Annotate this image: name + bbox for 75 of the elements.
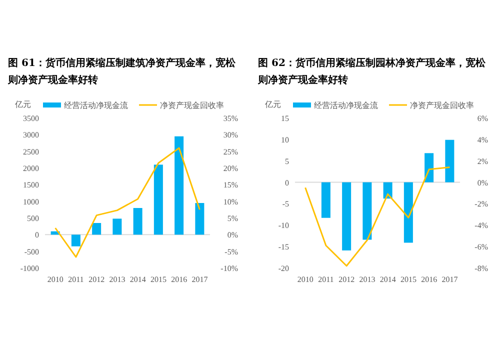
y-tick-label: 3000 [23, 130, 39, 140]
y-tick-label: 15 [281, 114, 289, 123]
y-tick-label: -1000 [20, 264, 39, 273]
bar [321, 182, 330, 218]
bar [71, 234, 80, 246]
chart-title: 图 61：货币信用紧缩压制建筑净资产现金率，宽松则净资产现金率好转 [8, 56, 236, 88]
y-tick-label: 1500 [23, 180, 39, 190]
y-tick-label: -20 [278, 264, 289, 273]
y-tick-label: -15 [278, 242, 289, 252]
line-series [304, 166, 450, 267]
chart-title: 图 62：货币信用紧缩压制园林净资产现金率，宽松则净资产现金率好转 [258, 56, 486, 88]
bar [92, 223, 102, 235]
x-tick-label: 2014 [380, 275, 396, 284]
legend-label: 净资产现金回收率 [410, 101, 474, 110]
y2-tick-label: 0% [477, 178, 488, 188]
x-tick-label: 2010 [47, 275, 64, 284]
bar [195, 203, 204, 235]
y-tick-label: -5 [282, 200, 289, 209]
y-tick-label: -10 [278, 221, 289, 230]
legend-label: 经营活动净现金流 [314, 101, 378, 110]
y-tick-label: 0 [35, 230, 39, 240]
y2-tick-label: 4% [477, 135, 488, 144]
y-axis-title: 亿元 [264, 100, 281, 109]
y2-tick-label: -6% [474, 242, 488, 252]
legend-label: 净资产现金回收率 [160, 101, 224, 110]
y2-tick-label: 15% [223, 180, 238, 190]
bar [342, 182, 352, 250]
x-tick-label: 2011 [68, 275, 84, 284]
y2-tick-label: 25% [223, 147, 238, 156]
x-tick-label: 2014 [130, 275, 146, 284]
x-tick-label: 2016 [171, 275, 188, 284]
y-tick-label: 1000 [23, 197, 39, 206]
y2-tick-label: -5% [224, 247, 238, 256]
bar [362, 182, 372, 240]
y2-tick-label: 20% [223, 164, 238, 173]
x-tick-label: 2017 [192, 275, 208, 284]
x-tick-label: 2012 [88, 275, 105, 284]
y-tick-label: -500 [24, 247, 39, 256]
line-series [54, 147, 200, 258]
y2-tick-label: 5% [227, 214, 238, 223]
x-tick-label: 2012 [338, 275, 355, 284]
bar [445, 140, 454, 182]
bar [424, 153, 434, 182]
x-tick-label: 2013 [359, 275, 376, 284]
y2-tick-label: -4% [474, 221, 488, 230]
bar [174, 136, 184, 235]
y2-tick-label: 6% [477, 114, 488, 123]
legend-label: 经营活动净现金流 [64, 101, 128, 110]
bar [133, 208, 142, 235]
x-tick-label: 2017 [442, 275, 458, 284]
x-tick-label: 2011 [318, 275, 334, 284]
y2-tick-label: 0% [227, 230, 238, 240]
bar [112, 218, 122, 235]
x-tick-label: 2013 [109, 275, 126, 284]
y-tick-label: 0 [285, 178, 289, 188]
y-tick-label: 3500 [23, 114, 39, 123]
y-tick-label: 10 [281, 135, 289, 144]
y2-tick-label: 10% [223, 197, 238, 206]
y2-tick-label: -8% [474, 264, 488, 273]
y-tick-label: 5 [285, 156, 289, 166]
y-tick-label: 2000 [23, 164, 39, 173]
y2-tick-label: 30% [223, 130, 238, 140]
x-tick-label: 2015 [400, 275, 416, 284]
y-tick-label: 500 [27, 214, 39, 223]
bar [154, 164, 163, 235]
y-tick-label: 2500 [23, 147, 39, 156]
x-tick-label: 2015 [150, 275, 166, 284]
y2-tick-label: 35% [223, 114, 238, 123]
x-tick-label: 2010 [297, 275, 314, 284]
bar [404, 182, 413, 243]
y2-tick-label: -10% [220, 264, 238, 273]
x-tick-label: 2016 [421, 275, 438, 284]
y-axis-title: 亿元 [14, 100, 31, 109]
y2-tick-label: 2% [477, 156, 488, 166]
y2-tick-label: -2% [474, 200, 488, 209]
